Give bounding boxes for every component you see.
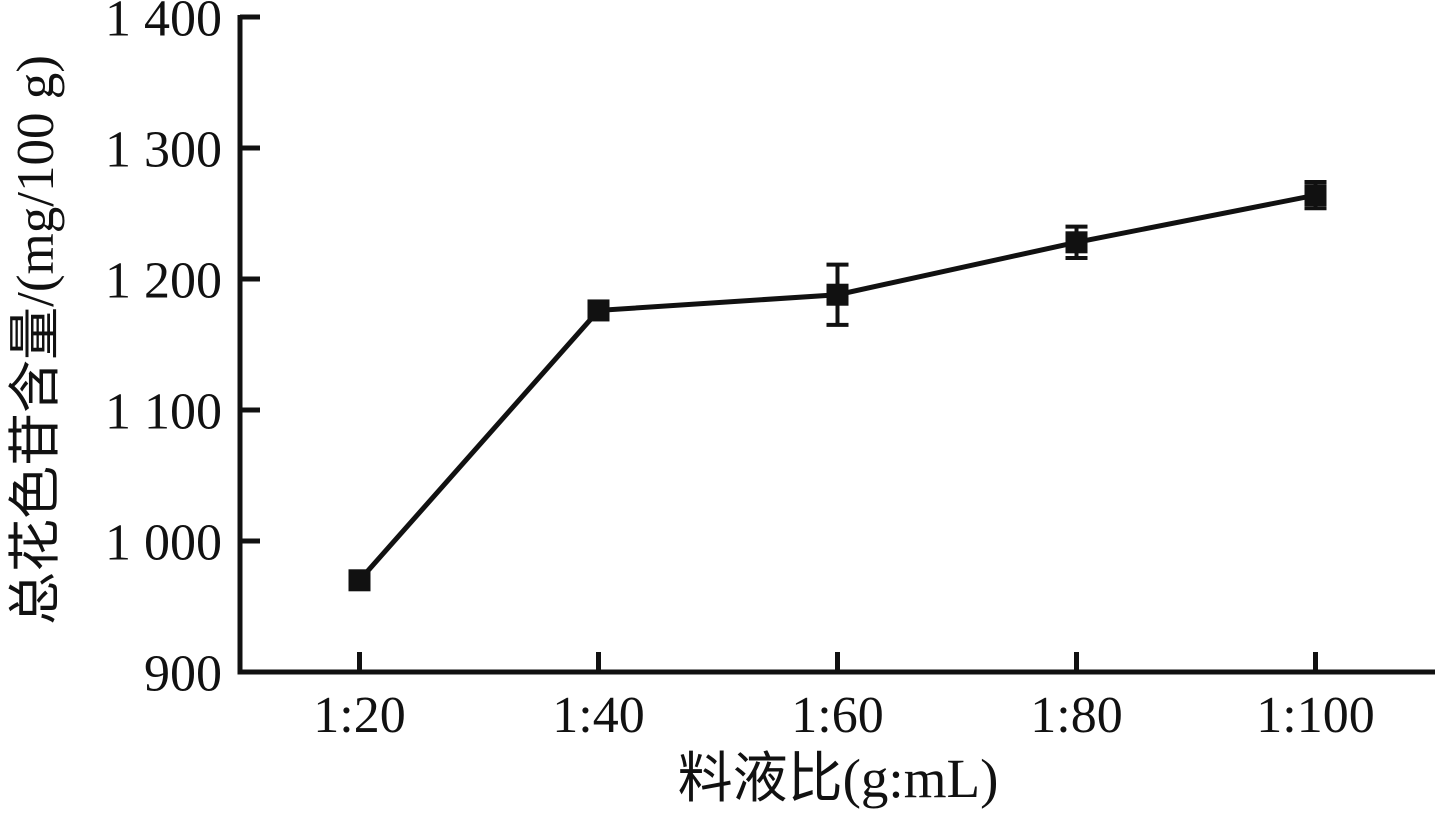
- x-tick-label: 1:80: [1030, 687, 1122, 744]
- y-tick-label: 1 000: [105, 515, 222, 572]
- data-point-marker: [826, 283, 849, 306]
- data-point-marker: [1065, 231, 1088, 254]
- y-tick-label: 1 400: [105, 0, 222, 48]
- y-tick-label: 900: [144, 646, 222, 703]
- y-tick-label: 1 200: [105, 253, 222, 310]
- data-line: [357, 192, 1316, 582]
- x-tick-label: 1:60: [791, 687, 883, 744]
- x-axis-title: 料液比(g:mL): [677, 748, 999, 809]
- data-point-marker: [348, 569, 371, 592]
- x-tick-label: 1:40: [552, 687, 644, 744]
- y-axis-title: 总花色苷含量/(mg/100 g): [7, 55, 66, 625]
- axis-spines: [237, 15, 1435, 675]
- x-tick-label: 1:20: [313, 687, 405, 744]
- y-tick-label: 1 100: [105, 384, 222, 441]
- x-tick-label: 1:100: [1256, 687, 1374, 744]
- y-tick-label: 1 300: [105, 122, 222, 179]
- data-point-marker: [1304, 184, 1327, 207]
- data-point-marker: [587, 299, 610, 322]
